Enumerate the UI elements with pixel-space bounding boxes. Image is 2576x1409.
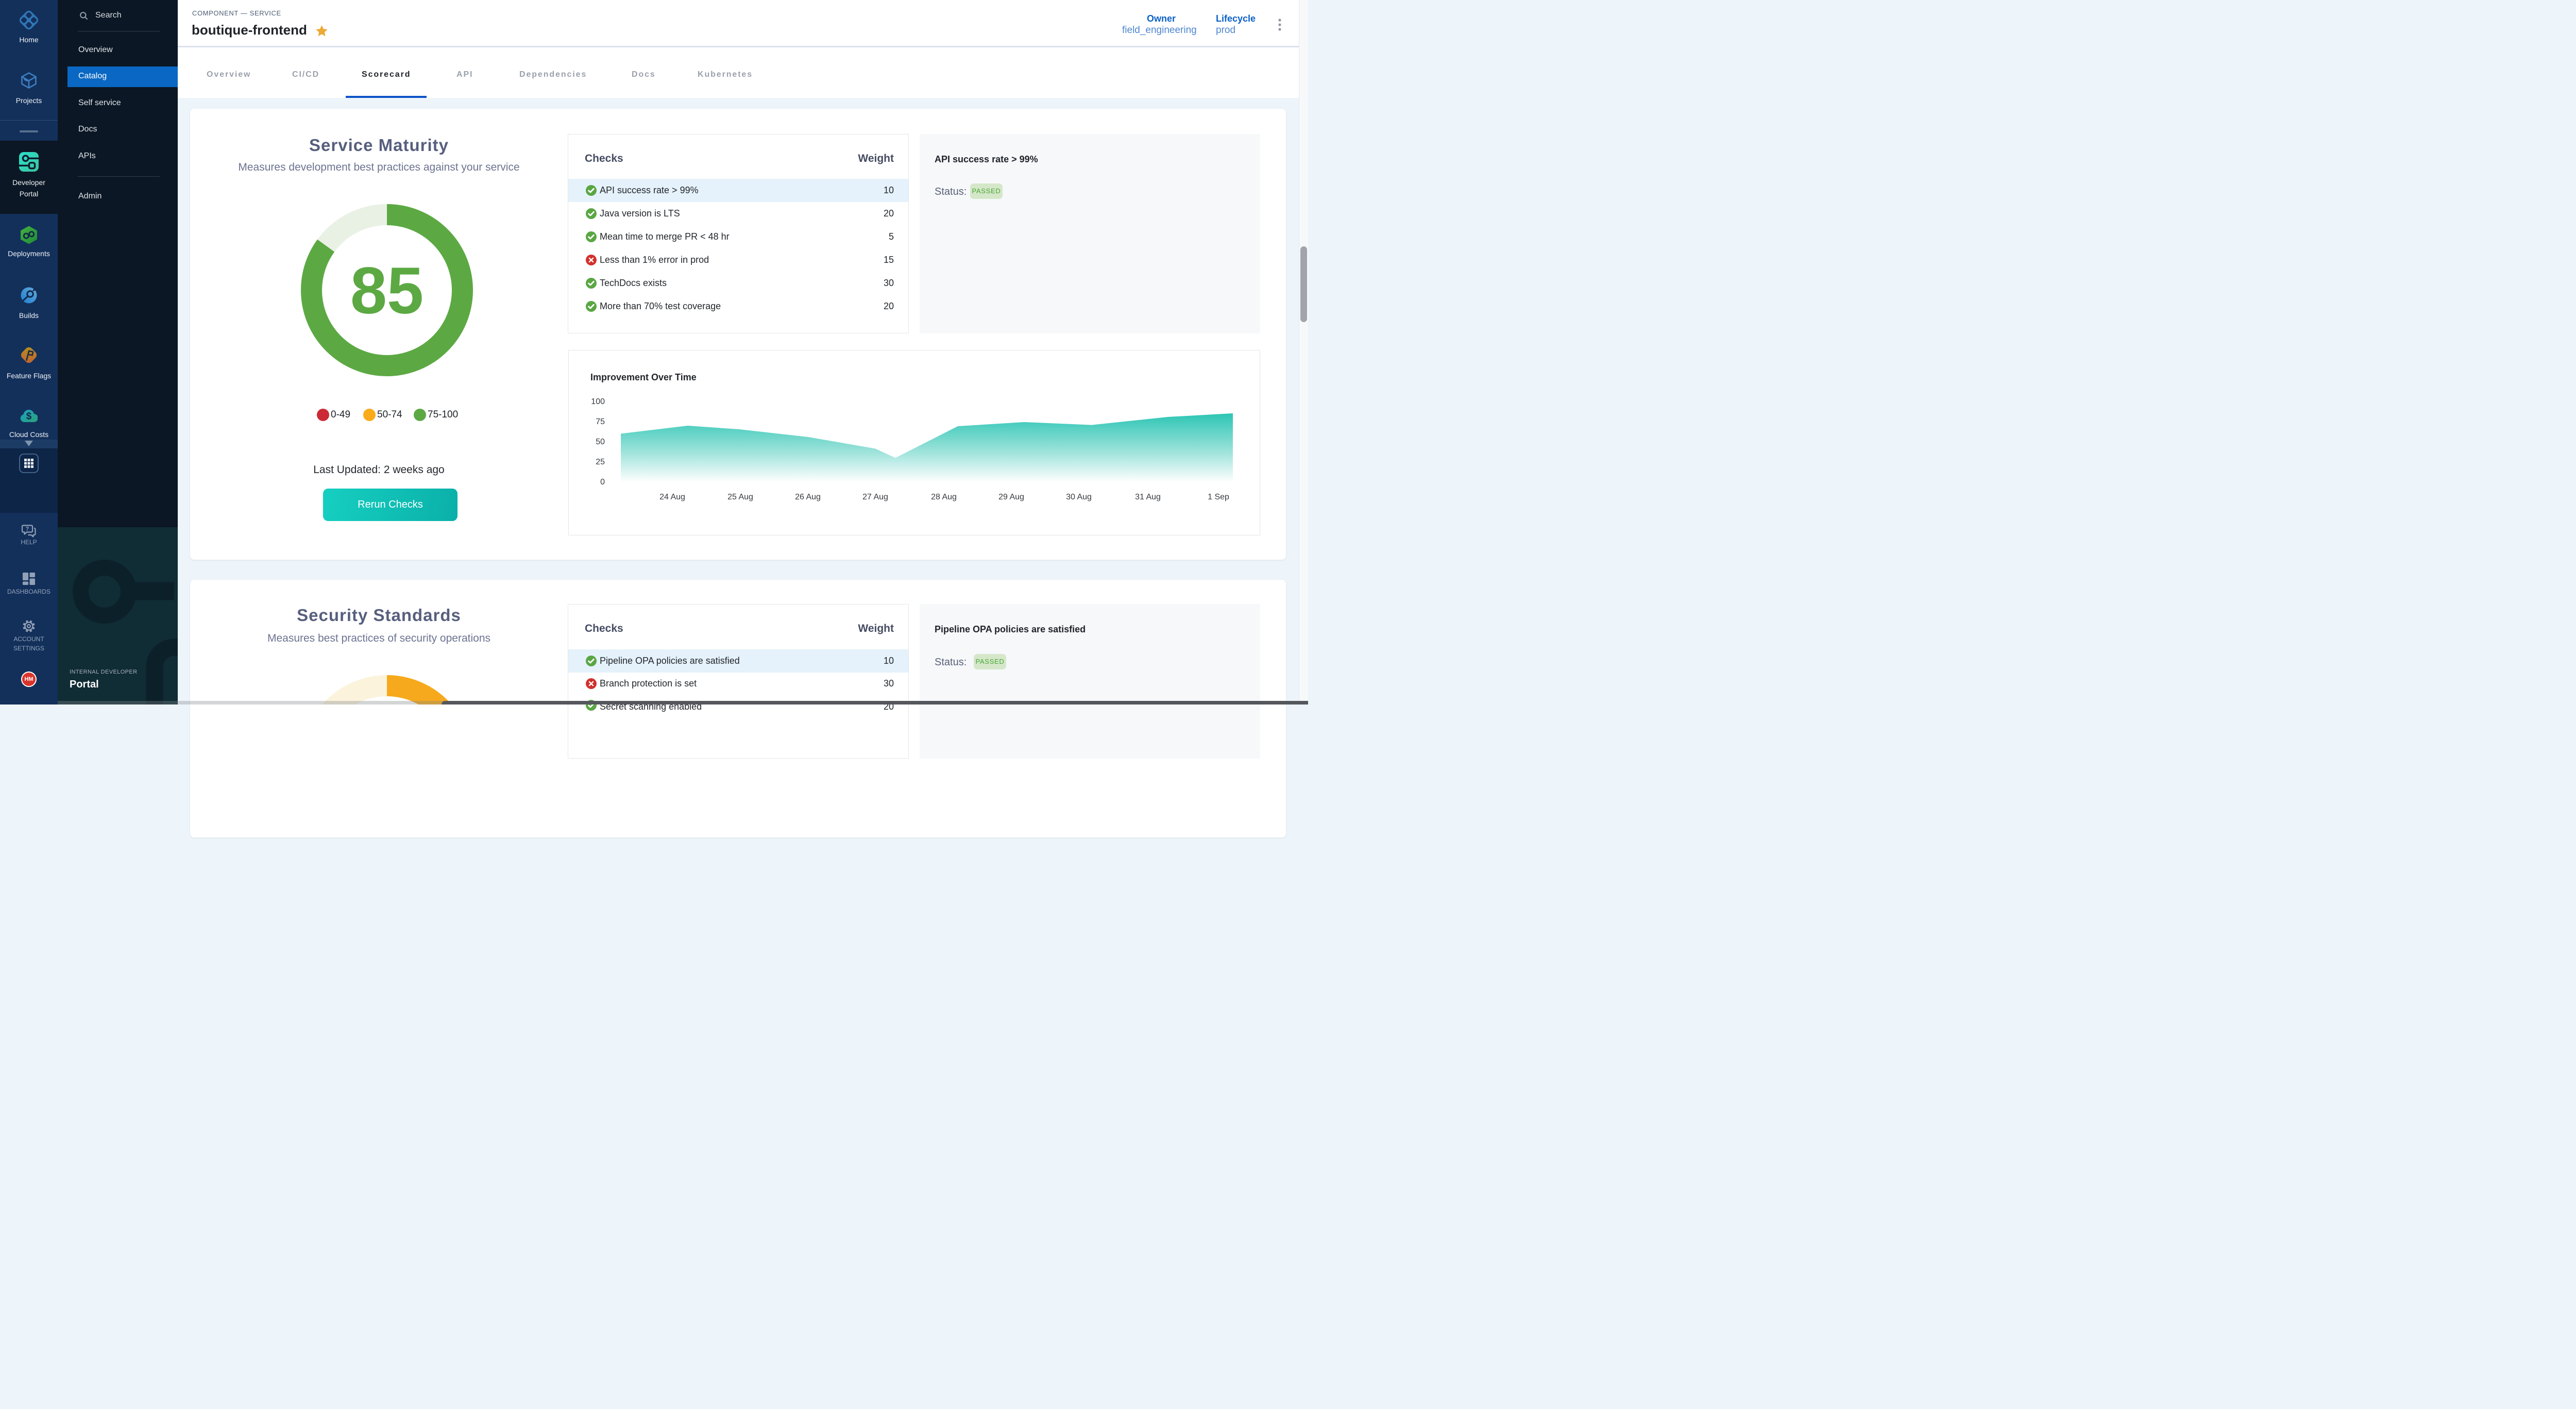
svg-text:$: $	[26, 411, 32, 422]
svg-text:85: 85	[350, 254, 423, 328]
svg-text:?: ?	[26, 526, 29, 532]
